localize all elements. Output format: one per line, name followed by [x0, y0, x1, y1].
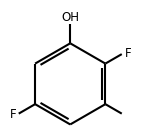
Text: F: F — [124, 47, 131, 60]
Text: OH: OH — [61, 11, 79, 24]
Text: F: F — [9, 108, 16, 121]
